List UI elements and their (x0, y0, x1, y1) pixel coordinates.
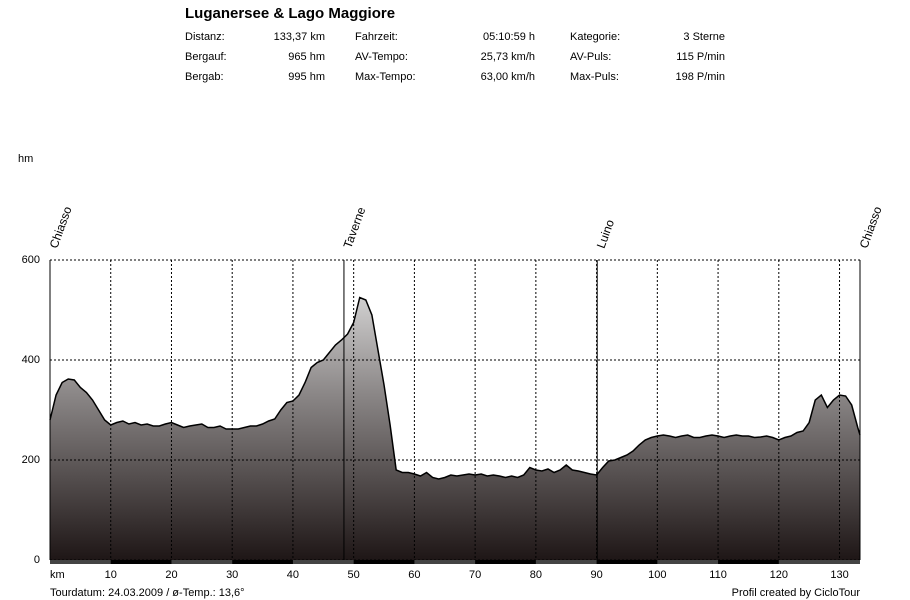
stat-value: 63,00 km/h (481, 71, 535, 83)
place-label: Chiasso (857, 204, 885, 250)
elevation-line (49, 296, 861, 480)
stat-label: AV-Puls: (570, 51, 611, 63)
x-axis-band-dark (232, 560, 293, 564)
x-tick-label: 130 (830, 569, 848, 581)
elevation-area (50, 297, 860, 560)
y-tick-label: 0 (34, 554, 40, 566)
y-tick-label: 400 (22, 354, 40, 366)
stat-label: AV-Tempo: (355, 51, 408, 63)
stat-value: 05:10:59 h (483, 31, 535, 43)
stat-label: Fahrzeit: (355, 31, 398, 43)
stat-label: Bergab: (185, 71, 224, 83)
stat-value: 198 P/min (675, 71, 725, 83)
x-tick-label: 50 (348, 569, 360, 581)
place-label: Luino (594, 217, 617, 250)
x-tick-label: 60 (408, 569, 420, 581)
y-axis-label: hm (18, 153, 33, 165)
x-tick-label: 80 (530, 569, 542, 581)
x-tick-label: 10 (105, 569, 117, 581)
x-tick-label: 40 (287, 569, 299, 581)
stat-value: 965 hm (288, 51, 325, 63)
stat-value: 995 hm (288, 71, 325, 83)
footer-left: Tourdatum: 24.03.2009 / ø-Temp.: 13,6° (50, 587, 245, 599)
stat-label: Bergauf: (185, 51, 227, 63)
x-tick-label: 20 (165, 569, 177, 581)
stat-label: Max-Puls: (570, 71, 619, 83)
stat-label: Max-Tempo: (355, 71, 416, 83)
place-label: Chiasso (47, 204, 75, 250)
stat-label: Distanz: (185, 31, 225, 43)
stat-value: 25,73 km/h (481, 51, 535, 63)
x-axis-label: km (50, 569, 65, 581)
y-tick-label: 600 (22, 254, 40, 266)
x-axis-band-dark (475, 560, 536, 564)
stat-value: 133,37 km (274, 31, 325, 43)
stat-value: 115 P/min (676, 51, 725, 63)
x-axis-band-dark (718, 560, 779, 564)
x-tick-label: 110 (709, 569, 727, 581)
x-axis-band-dark (353, 560, 415, 564)
x-tick-label: 120 (770, 569, 788, 581)
x-tick-label: 90 (590, 569, 602, 581)
x-tick-label: 100 (648, 569, 666, 581)
stat-value: 3 Sterne (683, 31, 725, 43)
chart-title: Luganersee & Lago Maggiore (185, 5, 395, 22)
x-tick-label: 30 (226, 569, 238, 581)
place-label: Taverne (341, 205, 369, 250)
x-axis-band-dark (110, 560, 172, 564)
x-tick-label: 70 (469, 569, 481, 581)
footer-right: Profil created by CicloTour (732, 587, 861, 599)
x-axis-band (50, 560, 860, 564)
stat-label: Kategorie: (570, 31, 620, 43)
x-axis-band-dark (596, 560, 658, 564)
y-tick-label: 200 (22, 454, 40, 466)
